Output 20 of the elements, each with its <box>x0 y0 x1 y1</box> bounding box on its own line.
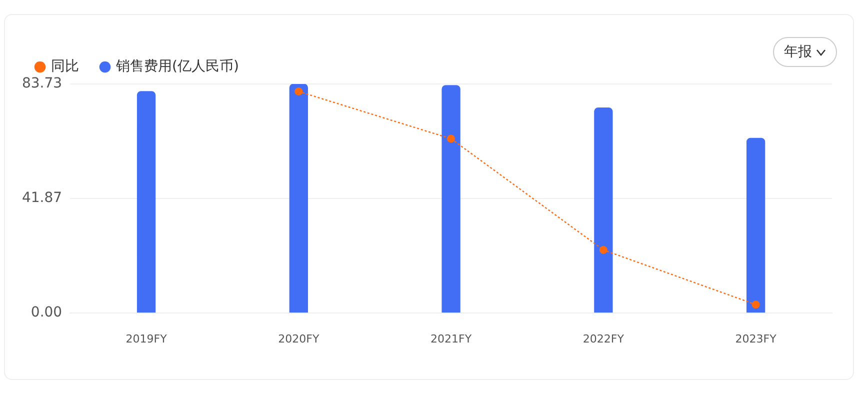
bar <box>594 108 613 313</box>
text: 年报 <box>784 43 812 61</box>
point <box>752 300 760 309</box>
bar <box>289 84 308 313</box>
legend-label: 同比 <box>51 58 79 75</box>
y-tick-label: 0.00 <box>30 304 62 320</box>
x-tick-label: 2022FY <box>582 332 624 346</box>
x-tick-label: 2020FY <box>278 332 320 346</box>
point <box>599 246 608 254</box>
bar <box>746 138 766 313</box>
bar <box>136 91 156 313</box>
legend-label: 销售费用(亿人民币) <box>115 58 239 75</box>
y-tick-label: 41.87 <box>22 190 62 206</box>
point <box>294 87 303 96</box>
x-tick-label: 2021FY <box>430 332 472 346</box>
point <box>447 134 456 143</box>
bar <box>442 85 460 313</box>
x-tick-label: 2023FY <box>735 332 777 346</box>
x-tick-label: 2019FY <box>126 332 168 346</box>
y-tick-label: 83.73 <box>22 76 62 92</box>
